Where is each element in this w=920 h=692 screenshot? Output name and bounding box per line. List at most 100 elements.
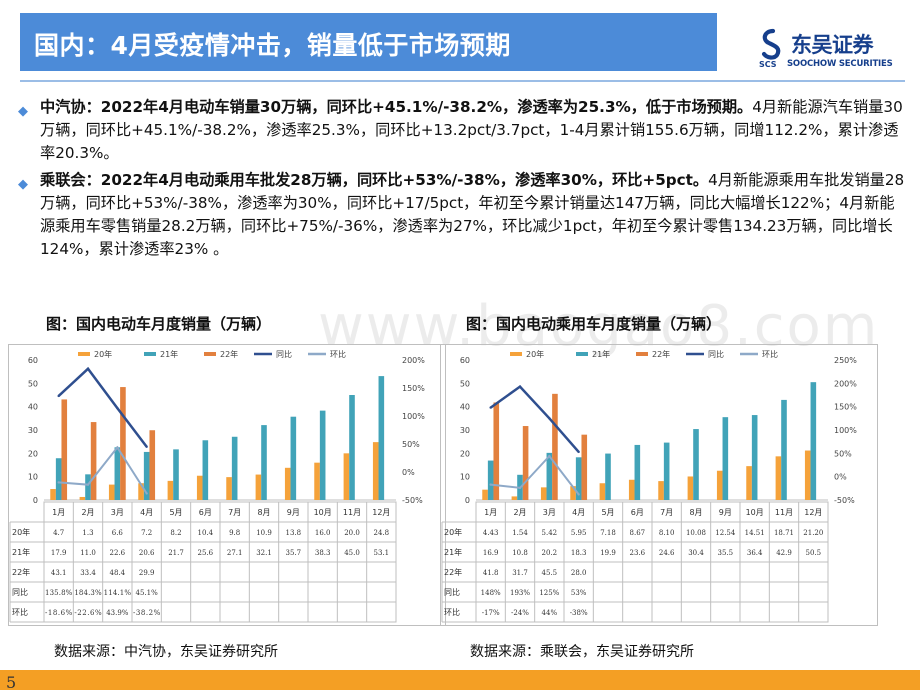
data-label: -38% xyxy=(570,609,588,617)
data-label: 8.67 xyxy=(630,529,646,537)
y-tick-label: 20 xyxy=(28,449,38,458)
y2-tick-label: 200% xyxy=(834,379,857,388)
table-row-header: 同比 xyxy=(444,587,460,597)
watermark: www.baogao8.com xyxy=(318,294,880,359)
line-point-环比-2月 xyxy=(86,483,90,486)
line-环比 xyxy=(490,454,580,496)
line-point-同比-2月 xyxy=(86,367,90,370)
line-环比 xyxy=(58,445,148,494)
line-point-环比-4月 xyxy=(577,493,580,496)
data-label: 125% xyxy=(539,589,559,597)
x-category-label: 7月 xyxy=(660,508,673,517)
bar-20年-1月 xyxy=(50,489,56,500)
data-label: 8.2 xyxy=(170,529,181,537)
legend-label: 22年 xyxy=(652,349,670,359)
bar-20年-7月 xyxy=(226,477,232,500)
y2-tick-label: -50% xyxy=(402,496,423,505)
y2-tick-label: 150% xyxy=(402,384,425,393)
data-label: 38.3 xyxy=(315,549,331,557)
legend-swatch xyxy=(78,352,90,356)
line-point-环比-3月 xyxy=(116,446,119,449)
y2-tick-label: 100% xyxy=(834,426,857,435)
passenger-ev-sales-chart: 0 10 20 30 40 50 60 -50% 0% 50% 100% 150% 200% 250% 20… xyxy=(440,344,878,626)
data-label: 8.10 xyxy=(659,529,675,537)
bar-20年-11月 xyxy=(343,453,350,500)
line-point-环比-1月 xyxy=(57,481,60,484)
line-point-同比-1月 xyxy=(489,406,492,409)
x-category-label: 9月 xyxy=(287,508,300,517)
logo-chinese-name: 东吴证券 xyxy=(791,33,874,57)
x-category-label: 10月 xyxy=(314,508,332,517)
bar-21年-10月 xyxy=(751,415,758,500)
logo-english-name: SOOCHOW SECURITIES xyxy=(787,59,893,69)
y2-tick-label: 200% xyxy=(402,356,425,365)
data-label: 6.6 xyxy=(112,529,124,537)
x-category-label: 3月 xyxy=(111,508,124,517)
table-row-header: 22年 xyxy=(12,567,30,577)
x-category-label: 2月 xyxy=(81,508,94,517)
bar-20年-1月 xyxy=(482,489,488,500)
company-logo: SCS 东吴证券 SOOCHOW SECURITIES xyxy=(758,28,893,72)
bar-21年-5月 xyxy=(173,449,179,500)
table-row-header: 21年 xyxy=(12,547,30,557)
y2-tick-label: 0% xyxy=(402,468,415,477)
data-label: 10.4 xyxy=(198,529,214,537)
bar-22年-4月 xyxy=(581,434,588,500)
x-category-label: 4月 xyxy=(140,508,153,517)
chart-title-left: 图：国内电动车月度销量（万辆） xyxy=(46,315,272,333)
legend-swatch xyxy=(510,352,522,356)
bar-20年-8月 xyxy=(255,474,262,500)
line-point-环比-4月 xyxy=(145,492,148,495)
y2-tick-label: 100% xyxy=(402,412,425,421)
data-label: 24.8 xyxy=(374,529,390,537)
data-label: 17.9 xyxy=(51,549,67,557)
bar-22年-1月 xyxy=(493,402,500,500)
bar-22年-4月 xyxy=(149,430,156,500)
bar-20年-3月 xyxy=(108,484,115,500)
x-category-label: 2月 xyxy=(513,508,526,517)
x-category-label: 3月 xyxy=(543,508,556,517)
bar-20年-5月 xyxy=(167,480,174,500)
bar-20年-2月 xyxy=(79,496,86,500)
x-category-label: 7月 xyxy=(228,508,241,517)
chart-source-left: 数据来源：中汽协，东吴证券研究所 xyxy=(54,644,278,660)
data-label: 42.9 xyxy=(776,549,792,557)
bar-20年-5月 xyxy=(599,483,606,500)
legend-label: 22年 xyxy=(220,349,238,359)
bar-21年-6月 xyxy=(634,444,641,500)
data-label: 53.1 xyxy=(374,549,390,557)
data-label: 20.2 xyxy=(542,549,558,557)
line-point-同比-4月 xyxy=(577,450,580,454)
data-label: 12.54 xyxy=(715,529,736,537)
data-label: 135.8% xyxy=(45,589,73,597)
data-label: 7.2 xyxy=(141,529,152,537)
bullet-item: ◆ 乘联会：2022年4月电动乘用车批发28万辆，同环比+53%/-38%，渗透… xyxy=(18,169,905,261)
bullet-headline: 乘联会：2022年4月电动乘用车批发28万辆，同环比+53%/-38%，渗透率3… xyxy=(40,171,709,189)
data-label: 25.6 xyxy=(198,549,214,557)
legend-label: 21年 xyxy=(160,349,178,359)
bullet-body: 4月新能源汽车销量30万辆，同环比+45.1%/-38.2%，渗透率25.3%，… xyxy=(40,98,903,162)
data-label: 16.0 xyxy=(315,529,331,537)
bar-21年-7月 xyxy=(663,442,670,500)
bar-20年-10月 xyxy=(746,466,752,500)
line-point-同比-3月 xyxy=(548,417,551,420)
bar-21年-5月 xyxy=(605,453,611,500)
bar-21年-8月 xyxy=(693,429,699,500)
bar-21年-9月 xyxy=(722,417,729,500)
data-label: 10.08 xyxy=(686,529,706,537)
chart-title-right: 图：国内电动乘用车月度销量（万辆） xyxy=(466,315,722,333)
bullet-list: ◆ 中汽协：2022年4月电动车销量30万辆，同环比+45.1%/-38.2%，… xyxy=(18,96,905,265)
table-row-header: 20年 xyxy=(444,527,462,537)
logo-mark-icon: SCS xyxy=(759,28,781,68)
footer-bar xyxy=(0,670,920,690)
data-label: 23.6 xyxy=(630,549,646,557)
data-label: 33.4 xyxy=(80,569,96,577)
x-category-label: 6月 xyxy=(199,508,212,517)
data-label: -17% xyxy=(482,609,500,617)
data-label: 24.6 xyxy=(659,549,675,557)
diamond-bullet-icon: ◆ xyxy=(18,104,28,119)
slide-title: 国内：4月受疫情冲击，销量低于市场预期 xyxy=(34,31,511,60)
data-label: 148% xyxy=(481,589,501,597)
bar-21年-6月 xyxy=(202,440,209,500)
data-label: 184.3% xyxy=(74,589,102,597)
